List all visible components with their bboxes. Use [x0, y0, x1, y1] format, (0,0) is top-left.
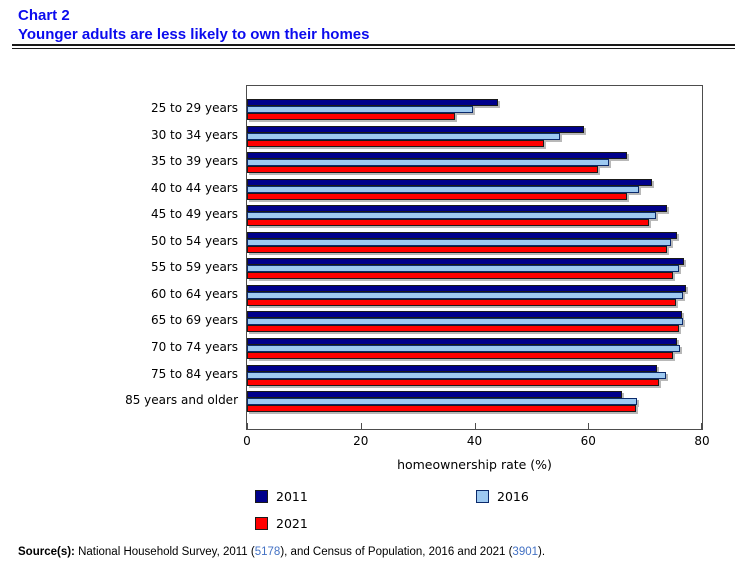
bar-2021-85-years-and-older	[247, 405, 637, 413]
bar-2011-55-to-59-years	[247, 258, 685, 266]
bar-2021-50-to-54-years	[247, 245, 667, 253]
bar-2011-25-to-29-years	[247, 99, 498, 106]
x-axis-tick-label: 80	[694, 434, 710, 448]
source-text: ), and Census of Population, 2016 and 20…	[280, 546, 513, 558]
y-axis-label: 35 to 39 years	[150, 154, 238, 169]
bar-2011-45-to-49-years	[247, 205, 668, 213]
legend-item-2016: 2016	[476, 489, 529, 504]
legend-swatch-2016	[476, 490, 489, 503]
bar-2021-55-to-59-years	[247, 272, 673, 280]
source-note: Source(s): National Household Survey, 20…	[18, 546, 733, 558]
page-title: Younger adults are less likely to own th…	[18, 26, 370, 43]
x-axis-tick	[588, 423, 590, 429]
legend-label-2016: 2016	[497, 489, 529, 504]
bar-2016-60-to-64-years	[247, 291, 684, 299]
bar-2021-65-to-69-years	[247, 325, 680, 333]
x-axis-tick	[247, 423, 248, 429]
bar-2011-40-to-44-years	[247, 178, 652, 186]
title-rule	[12, 44, 735, 49]
source-link-3901[interactable]: 3901	[512, 546, 539, 558]
y-axis-label: 40 to 44 years	[150, 180, 238, 195]
chart-header: Chart 2 Younger adults are less likely t…	[18, 6, 369, 44]
source-prefix: Source(s):	[18, 546, 75, 558]
source-link-5178[interactable]: 5178	[254, 546, 281, 558]
bar-2021-45-to-49-years	[247, 219, 650, 227]
bar-2016-45-to-49-years	[247, 212, 656, 220]
x-axis-tick-label: 20	[353, 434, 369, 448]
bar-2011-65-to-69-years	[247, 311, 682, 319]
y-axis-label: 85 years and older	[125, 393, 238, 408]
bar-2016-30-to-34-years	[247, 132, 560, 140]
legend-item-2011: 2011	[255, 489, 308, 504]
bar-2011-75-to-84-years	[247, 364, 657, 372]
y-axis-label: 60 to 64 years	[150, 286, 238, 301]
bar-2016-65-to-69-years	[247, 318, 683, 326]
bar-2016-25-to-29-years	[247, 106, 474, 113]
bar-2011-50-to-54-years	[247, 231, 677, 239]
bar-2011-60-to-64-years	[247, 284, 686, 292]
x-axis-tick-label: 60	[580, 434, 596, 448]
legend-swatch-2021	[255, 517, 268, 530]
chart-number: Chart 2	[18, 7, 70, 24]
bar-2021-35-to-39-years	[247, 166, 598, 174]
bar-2021-70-to-74-years	[247, 351, 673, 359]
y-axis-label: 55 to 59 years	[150, 260, 238, 275]
bar-2021-30-to-34-years	[247, 139, 545, 147]
x-axis-tick-labels: 0 20 40 60 80	[243, 434, 709, 450]
legend-label-2011: 2011	[276, 489, 308, 504]
y-axis-label: 75 to 84 years	[150, 366, 238, 381]
bar-2011-70-to-74-years	[247, 337, 677, 345]
x-axis-tick-label: 0	[243, 434, 251, 448]
x-axis-tick	[474, 423, 476, 429]
source-text: ).	[538, 546, 546, 558]
bar-2016-85-years-and-older	[247, 398, 637, 406]
bar-2011-85-years-and-older	[247, 391, 622, 399]
bar-2016-35-to-39-years	[247, 159, 609, 167]
legend-label-2021: 2021	[276, 516, 308, 531]
bar-2016-50-to-54-years	[247, 238, 671, 246]
bar-2016-40-to-44-years	[247, 185, 640, 193]
y-axis-label: 25 to 29 years	[150, 101, 238, 115]
bar-2011-30-to-34-years	[247, 125, 584, 133]
x-axis-tick	[360, 423, 362, 429]
y-axis-labels: 25 to 29 years 30 to 34 years 35 to 39 yea…	[0, 85, 238, 430]
legend-swatch-2011	[255, 490, 268, 503]
chart-legend: 2011 2016 2021	[246, 484, 703, 542]
x-axis-title: homeownership rate (%)	[397, 457, 552, 472]
y-axis-label: 30 to 34 years	[150, 127, 238, 142]
bar-2011-35-to-39-years	[247, 152, 628, 160]
bar-2016-75-to-84-years	[247, 371, 666, 379]
legend-item-2021: 2021	[255, 516, 308, 531]
plot-area	[246, 85, 703, 430]
bar-2021-25-to-29-years	[247, 113, 455, 120]
source-text: National Household Survey, 2011 (	[74, 546, 255, 558]
y-axis-label: 70 to 74 years	[150, 339, 238, 354]
y-axis-label: 45 to 49 years	[150, 207, 238, 222]
bar-2016-55-to-59-years	[247, 265, 679, 273]
bar-2016-70-to-74-years	[247, 344, 680, 352]
bar-2021-75-to-84-years	[247, 378, 659, 386]
x-axis-tick	[701, 423, 702, 429]
x-axis-tick-label: 40	[466, 434, 483, 448]
y-axis-label: 65 to 69 years	[150, 313, 238, 328]
bar-2021-40-to-44-years	[247, 192, 628, 200]
bar-2021-60-to-64-years	[247, 298, 676, 306]
y-axis-label: 50 to 54 years	[150, 233, 238, 248]
